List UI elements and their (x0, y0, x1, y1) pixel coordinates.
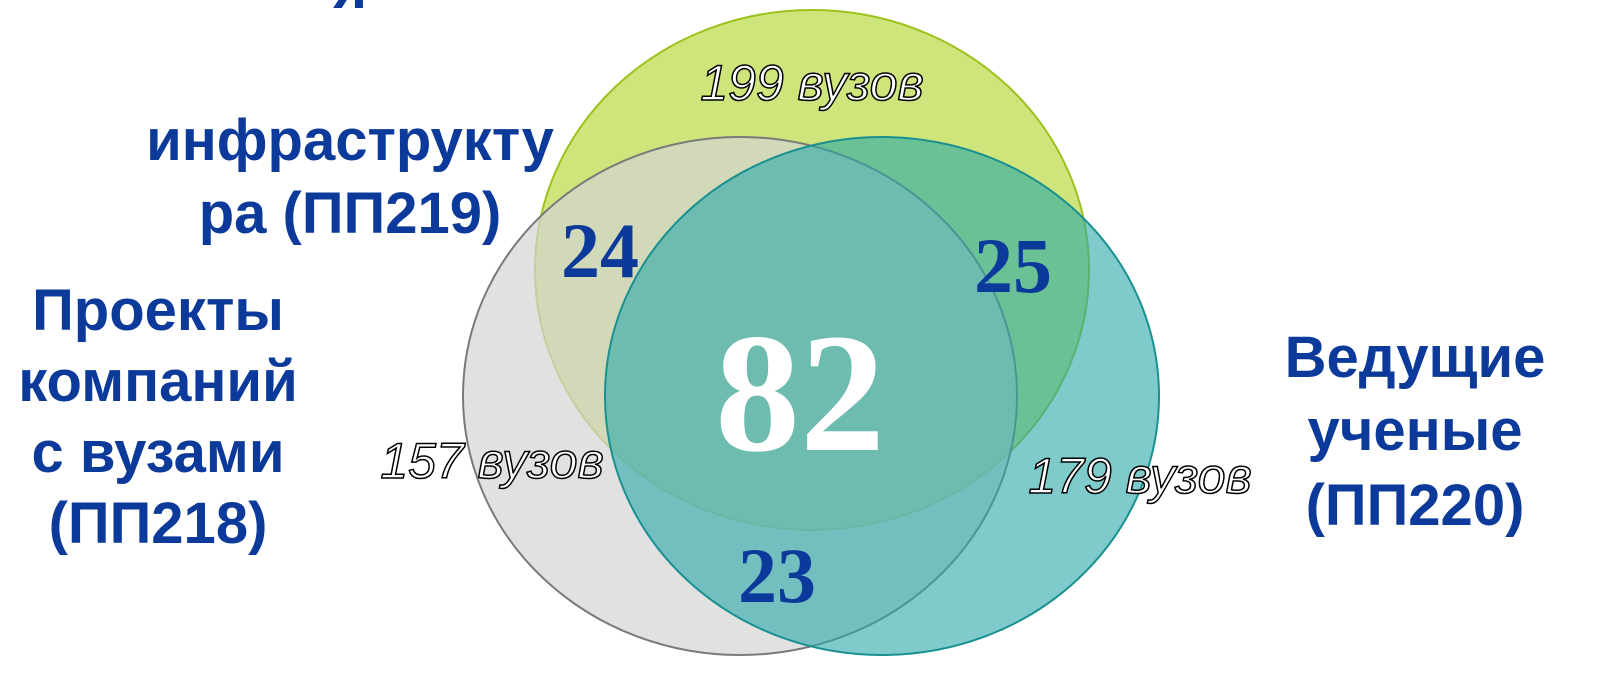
set-label: (ПП218) (49, 491, 268, 556)
set-label: я (332, 0, 367, 21)
set-label: Ведущие (1285, 325, 1546, 390)
intersection-count-all: 82 (715, 299, 885, 487)
circle-pp220 (604, 136, 1160, 656)
set-label: (ПП220) (1306, 473, 1525, 538)
set-count: 157 вузов (380, 433, 603, 489)
set-count: 199 вузов (700, 55, 923, 111)
set-label: ученые (1307, 398, 1522, 463)
intersection-count: 25 (974, 222, 1052, 309)
set-count: 179 вузов (1028, 448, 1251, 504)
set-label: ра (ПП219) (199, 181, 502, 246)
set-label: Проекты (32, 278, 284, 343)
set-label: инфраструкту (146, 108, 554, 173)
set-label: компаний (18, 349, 297, 414)
intersection-count: 23 (738, 532, 816, 619)
set-label: с вузами (32, 420, 285, 485)
intersection-count: 24 (561, 207, 639, 294)
